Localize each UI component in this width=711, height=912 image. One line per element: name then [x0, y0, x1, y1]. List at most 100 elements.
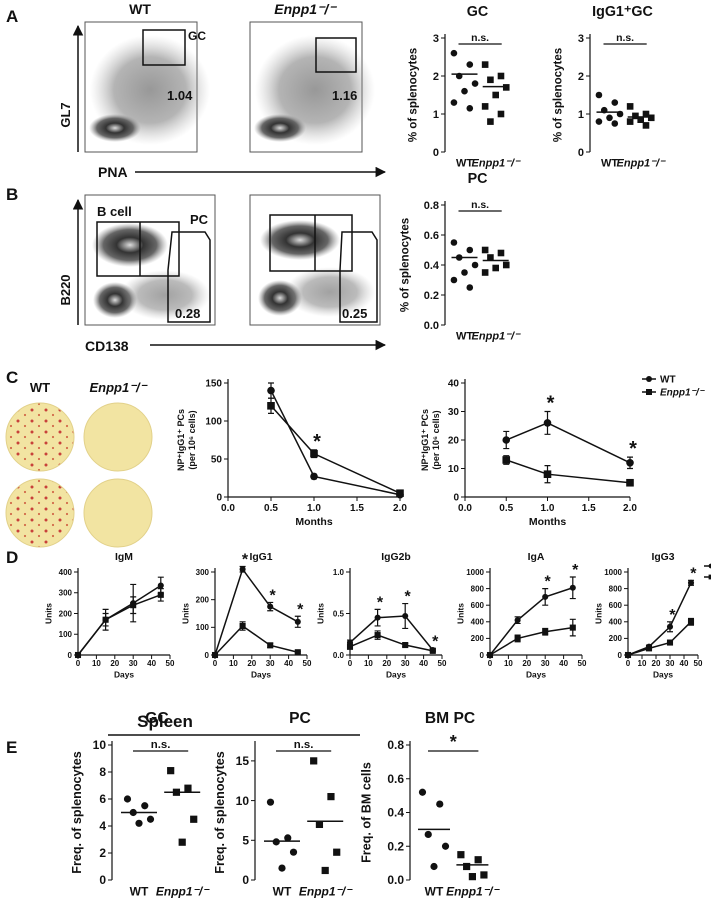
data-point [645, 645, 653, 652]
flow-b: B cell PC 0.28 0.25 B220 CD138 [58, 194, 387, 354]
y-tick-label: 0 [618, 651, 623, 660]
x-tick-label: Enpp1⁻/⁻ [617, 157, 666, 169]
x-tick-label: 0.5 [499, 503, 513, 514]
x-tick-label: 0.0 [458, 503, 472, 514]
y-axis-label: Freq. of splenocytes [213, 751, 227, 873]
data-point [430, 862, 438, 871]
series-line [77, 584, 162, 656]
y-tick-label: 50 [211, 455, 223, 466]
y-tick-label: 0 [453, 493, 459, 504]
data-point [502, 261, 510, 269]
legend-marker [646, 376, 652, 382]
x-tick-label: WT [425, 885, 444, 899]
data-point [346, 643, 354, 650]
density [89, 114, 141, 142]
data-point [289, 848, 298, 856]
x-tick-label: 30 [266, 659, 275, 668]
series-line [489, 587, 574, 656]
data-point [611, 99, 619, 106]
x-axis-label: Months [295, 516, 332, 528]
flow-a: WT Enpp1⁻/⁻ GC 1.04 1.16 GL7 PNA [58, 1, 387, 180]
panel-letter: A [6, 7, 18, 26]
annotation: * [450, 732, 457, 752]
gate [315, 37, 357, 73]
x-tick-label: 0.5 [264, 503, 278, 514]
data-point [461, 87, 468, 95]
y-tick-label: 8 [99, 765, 106, 779]
data-point [481, 246, 489, 254]
y-tick-label: 0.0 [333, 651, 345, 660]
chart-title: IgG2b [381, 552, 410, 563]
y-tick-label: 1.0 [333, 568, 345, 577]
data-point [474, 856, 482, 864]
data-point [310, 472, 318, 481]
chart-title: IgM [115, 552, 133, 563]
data-point [642, 110, 650, 118]
data-point [626, 478, 634, 487]
data-point [486, 651, 494, 659]
data-point [396, 489, 404, 497]
data-point [157, 591, 164, 598]
x-tick-label: 50 [694, 659, 703, 668]
data-point [178, 838, 186, 846]
data-point [102, 616, 109, 623]
x-tick-label: 40 [680, 659, 689, 668]
y-axis-label: NP⁺IgG1⁺ PCs [176, 409, 186, 471]
x-tick-label: Enpp1⁻/⁻ [299, 885, 353, 899]
gate [142, 29, 186, 66]
data-point [267, 386, 275, 395]
annotation: * [377, 594, 384, 611]
y-tick-label: 800 [609, 584, 623, 593]
x-tick-label: 10 [504, 659, 513, 668]
y-tick-label: 200 [471, 634, 485, 643]
annotation: * [404, 589, 411, 606]
data-point [466, 105, 474, 112]
y-tick-label: 4 [99, 819, 106, 833]
y-axis-label: Freq. of BM cells [359, 762, 373, 863]
section-header: Spleen [137, 712, 193, 731]
data-point [424, 830, 432, 839]
y-axis-label: (per 10⁶ cells) [431, 410, 441, 469]
data-point [569, 624, 576, 631]
legend-marker [708, 574, 711, 580]
legend-marker [646, 389, 652, 395]
y-tick-label: 800 [471, 584, 485, 593]
y-tick-label: 3 [433, 33, 439, 45]
data-point [327, 793, 335, 801]
data-point [211, 651, 219, 659]
chart-title: BM PC [425, 710, 475, 727]
axis-label: PNA [98, 164, 128, 180]
x-tick-label: 10 [92, 659, 101, 668]
series-line [77, 594, 162, 656]
y-axis-label: (per 10⁶ cells) [187, 410, 197, 469]
data-point [666, 623, 674, 630]
annotation: n.s. [151, 739, 171, 751]
data-point [267, 402, 275, 410]
data-point [278, 864, 286, 872]
annotation: * [629, 438, 637, 460]
panel-letter: D [6, 548, 18, 567]
y-tick-label: 2 [578, 71, 584, 83]
y-axis-label: NP⁺IgG1⁺ PCs [420, 409, 430, 471]
data-point [471, 80, 479, 87]
y-tick-label: 0.5 [333, 609, 345, 618]
data-point [487, 118, 494, 125]
y-axis-label: Units [594, 603, 604, 624]
data-point [374, 632, 381, 639]
series-line [505, 422, 631, 464]
percentage: 1.04 [167, 88, 193, 103]
data-point [595, 118, 603, 125]
x-axis-label: Days [526, 669, 546, 679]
panel-letter: B [6, 185, 18, 204]
y-tick-label: 200 [59, 609, 73, 618]
x-tick-label: 0 [348, 659, 353, 668]
x-tick-label: 0 [626, 659, 631, 668]
data-point [267, 603, 274, 610]
data-point [436, 800, 444, 808]
density [254, 114, 306, 142]
y-tick-label: 0 [68, 651, 73, 660]
data-point [514, 635, 521, 642]
series-line [270, 405, 401, 494]
data-point [492, 264, 499, 272]
data-point [294, 649, 301, 656]
